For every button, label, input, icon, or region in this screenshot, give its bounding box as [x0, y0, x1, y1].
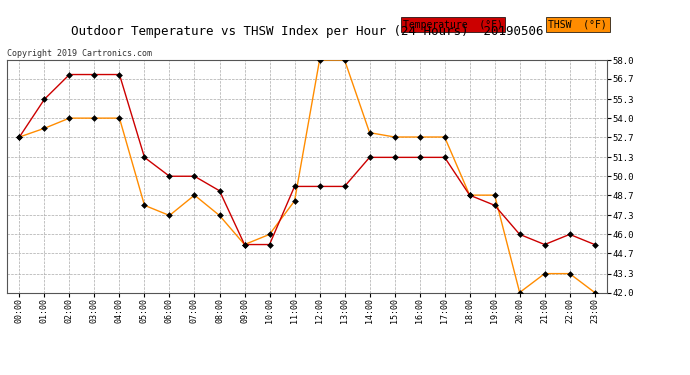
Text: THSW  (°F): THSW (°F) [549, 20, 607, 30]
Title: Outdoor Temperature vs THSW Index per Hour (24 Hours)  20190506: Outdoor Temperature vs THSW Index per Ho… [71, 25, 543, 38]
Text: Temperature  (°F): Temperature (°F) [403, 20, 503, 30]
Text: Copyright 2019 Cartronics.com: Copyright 2019 Cartronics.com [7, 49, 152, 58]
